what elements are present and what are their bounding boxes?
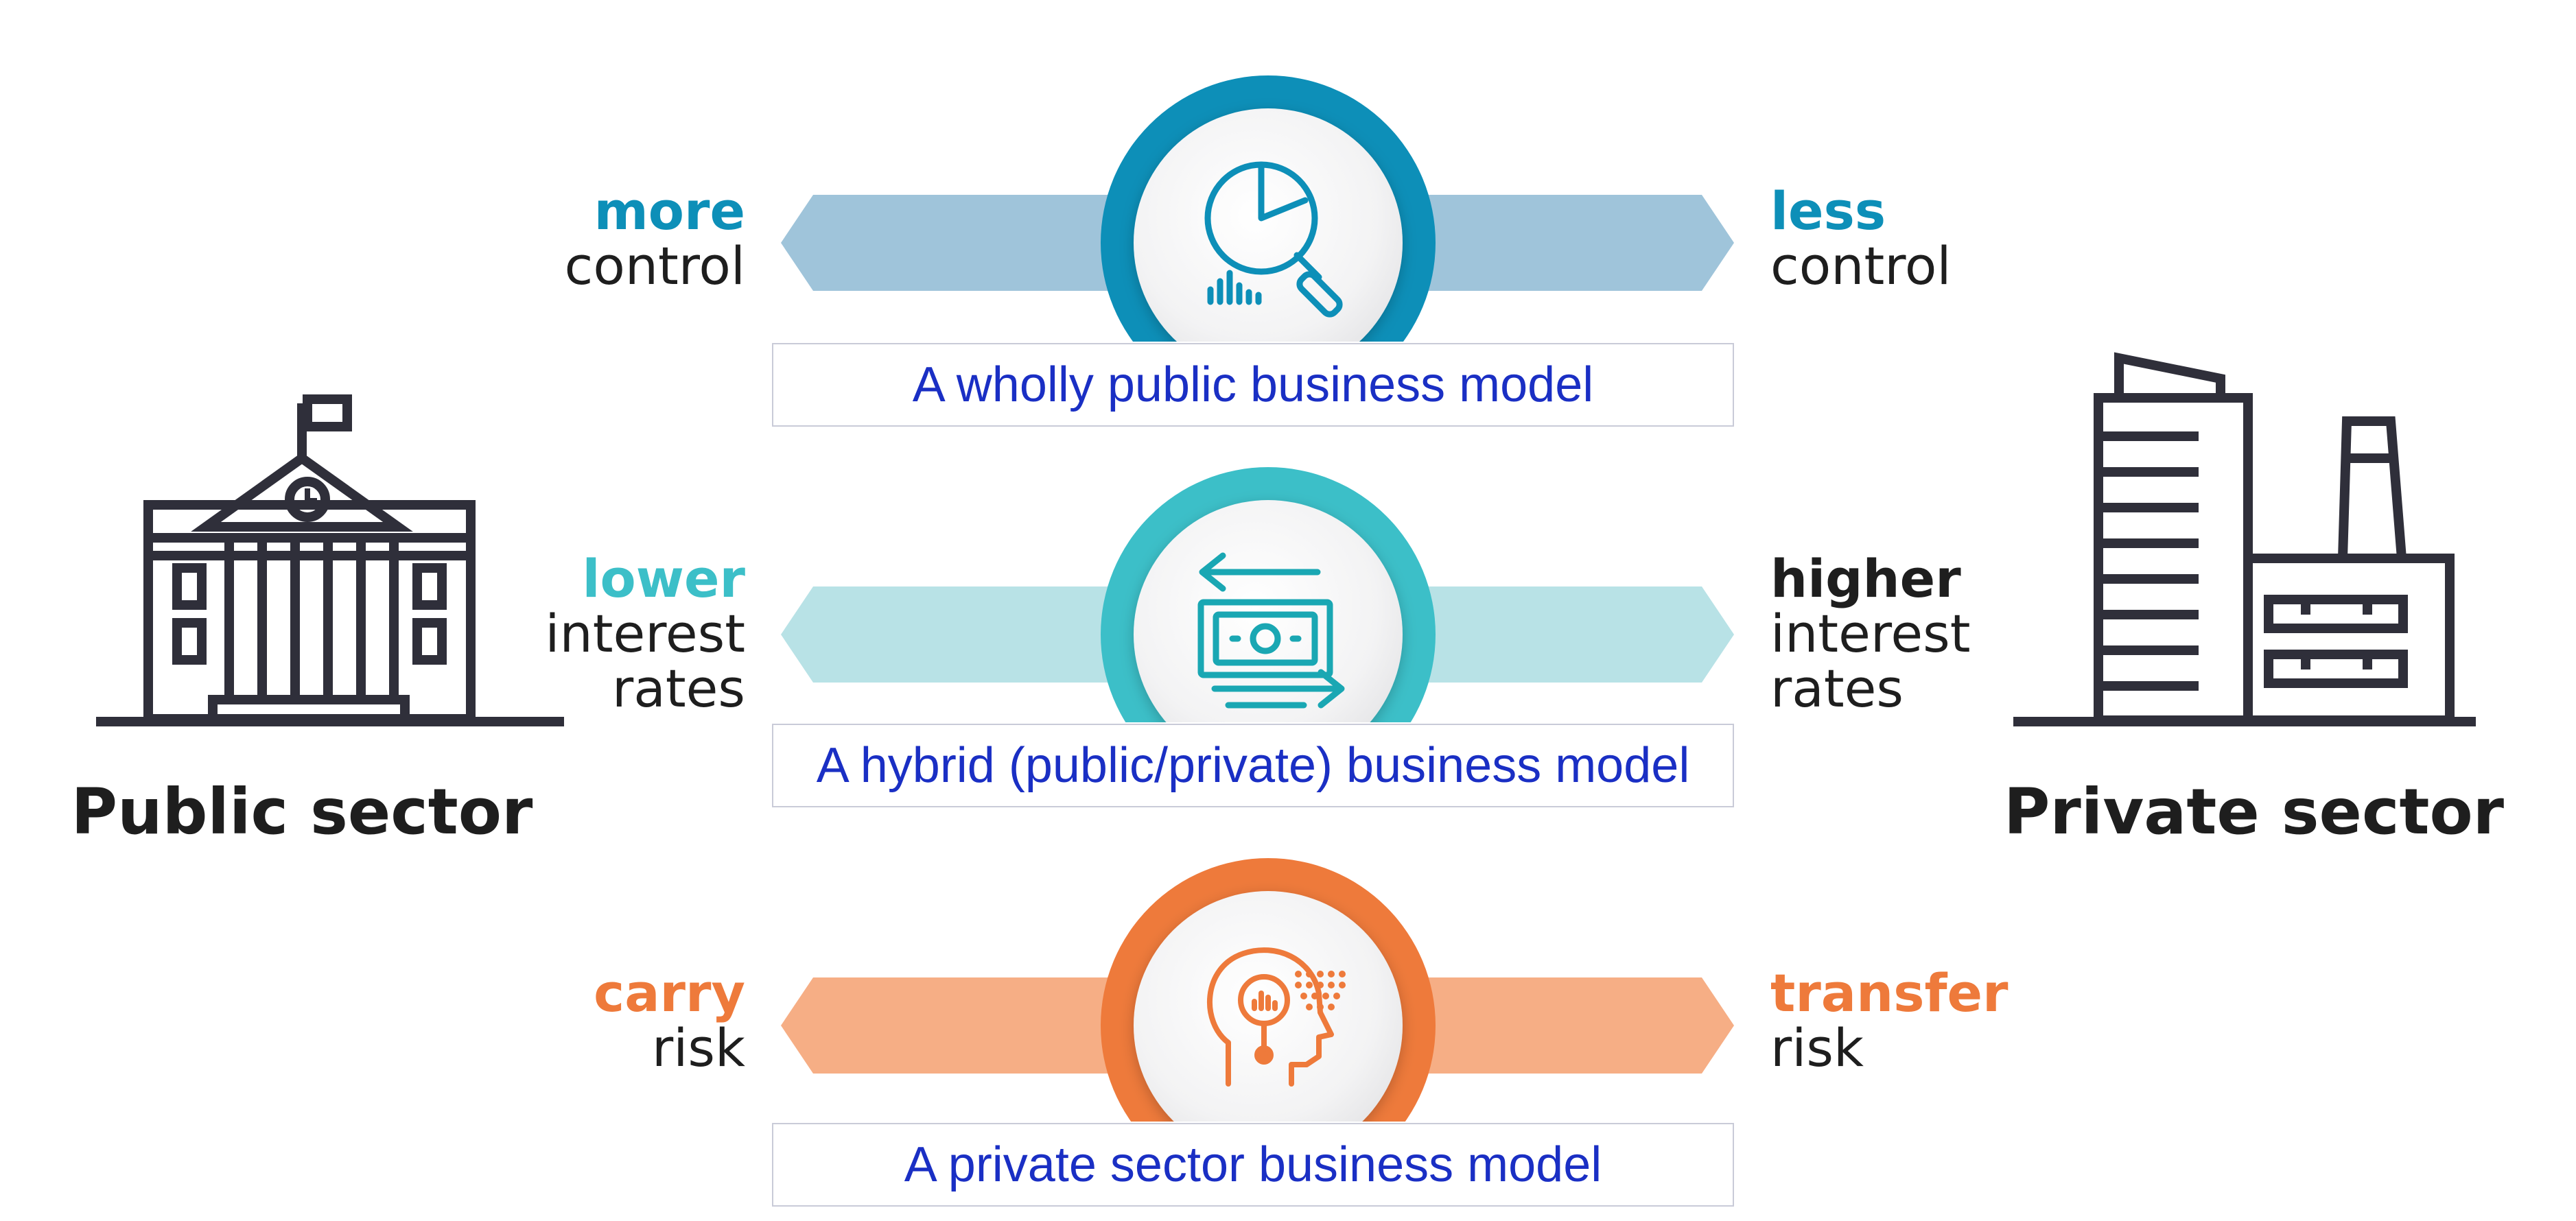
right-label-risk: transfer risk	[1770, 966, 2009, 1076]
right-keyword: higher	[1770, 548, 1961, 609]
private-sector-label: Private sector	[2004, 775, 2505, 849]
right-text-line: control	[1770, 235, 1952, 296]
disc-control	[1134, 108, 1403, 342]
chart-magnifier-icon	[1204, 161, 1343, 318]
left-text-line: risk	[652, 1017, 745, 1078]
right-text-line: rates	[1770, 658, 1904, 719]
left-keyword: carry	[594, 962, 745, 1023]
left-keyword: more	[594, 180, 745, 241]
left-label-interest-rates: lower interest rates	[545, 552, 745, 716]
right-text-line: interest	[1770, 603, 1971, 664]
row-interest-rates	[781, 467, 1734, 722]
right-keyword: less	[1770, 180, 1886, 241]
data-dots-icon	[1295, 971, 1346, 1010]
caption-public-model: A wholly public business model	[772, 343, 1734, 427]
right-label-interest-rates: higher interest rates	[1770, 552, 1971, 716]
caption-hybrid-model: A hybrid (public/private) business model	[772, 724, 1734, 807]
left-text-line: interest	[545, 603, 745, 664]
left-text-line: control	[564, 235, 745, 296]
left-text-line: rates	[612, 658, 745, 719]
left-label-risk: carry risk	[594, 966, 745, 1076]
right-label-control: less control	[1770, 184, 1951, 294]
left-keyword: lower	[582, 548, 746, 609]
money-exchange-icon	[1197, 552, 1345, 709]
left-label-control: more control	[565, 184, 745, 294]
head-analysis-icon	[1206, 947, 1334, 1087]
right-keyword: transfer	[1770, 962, 2009, 1023]
row-control	[781, 75, 1734, 342]
right-text-line: risk	[1770, 1017, 1864, 1078]
caption-private-model: A private sector business model	[772, 1123, 1734, 1207]
government-building-icon	[96, 394, 564, 726]
public-sector-label: Public sector	[71, 775, 533, 849]
row-risk	[781, 858, 1734, 1122]
office-building-icon	[2013, 352, 2476, 726]
